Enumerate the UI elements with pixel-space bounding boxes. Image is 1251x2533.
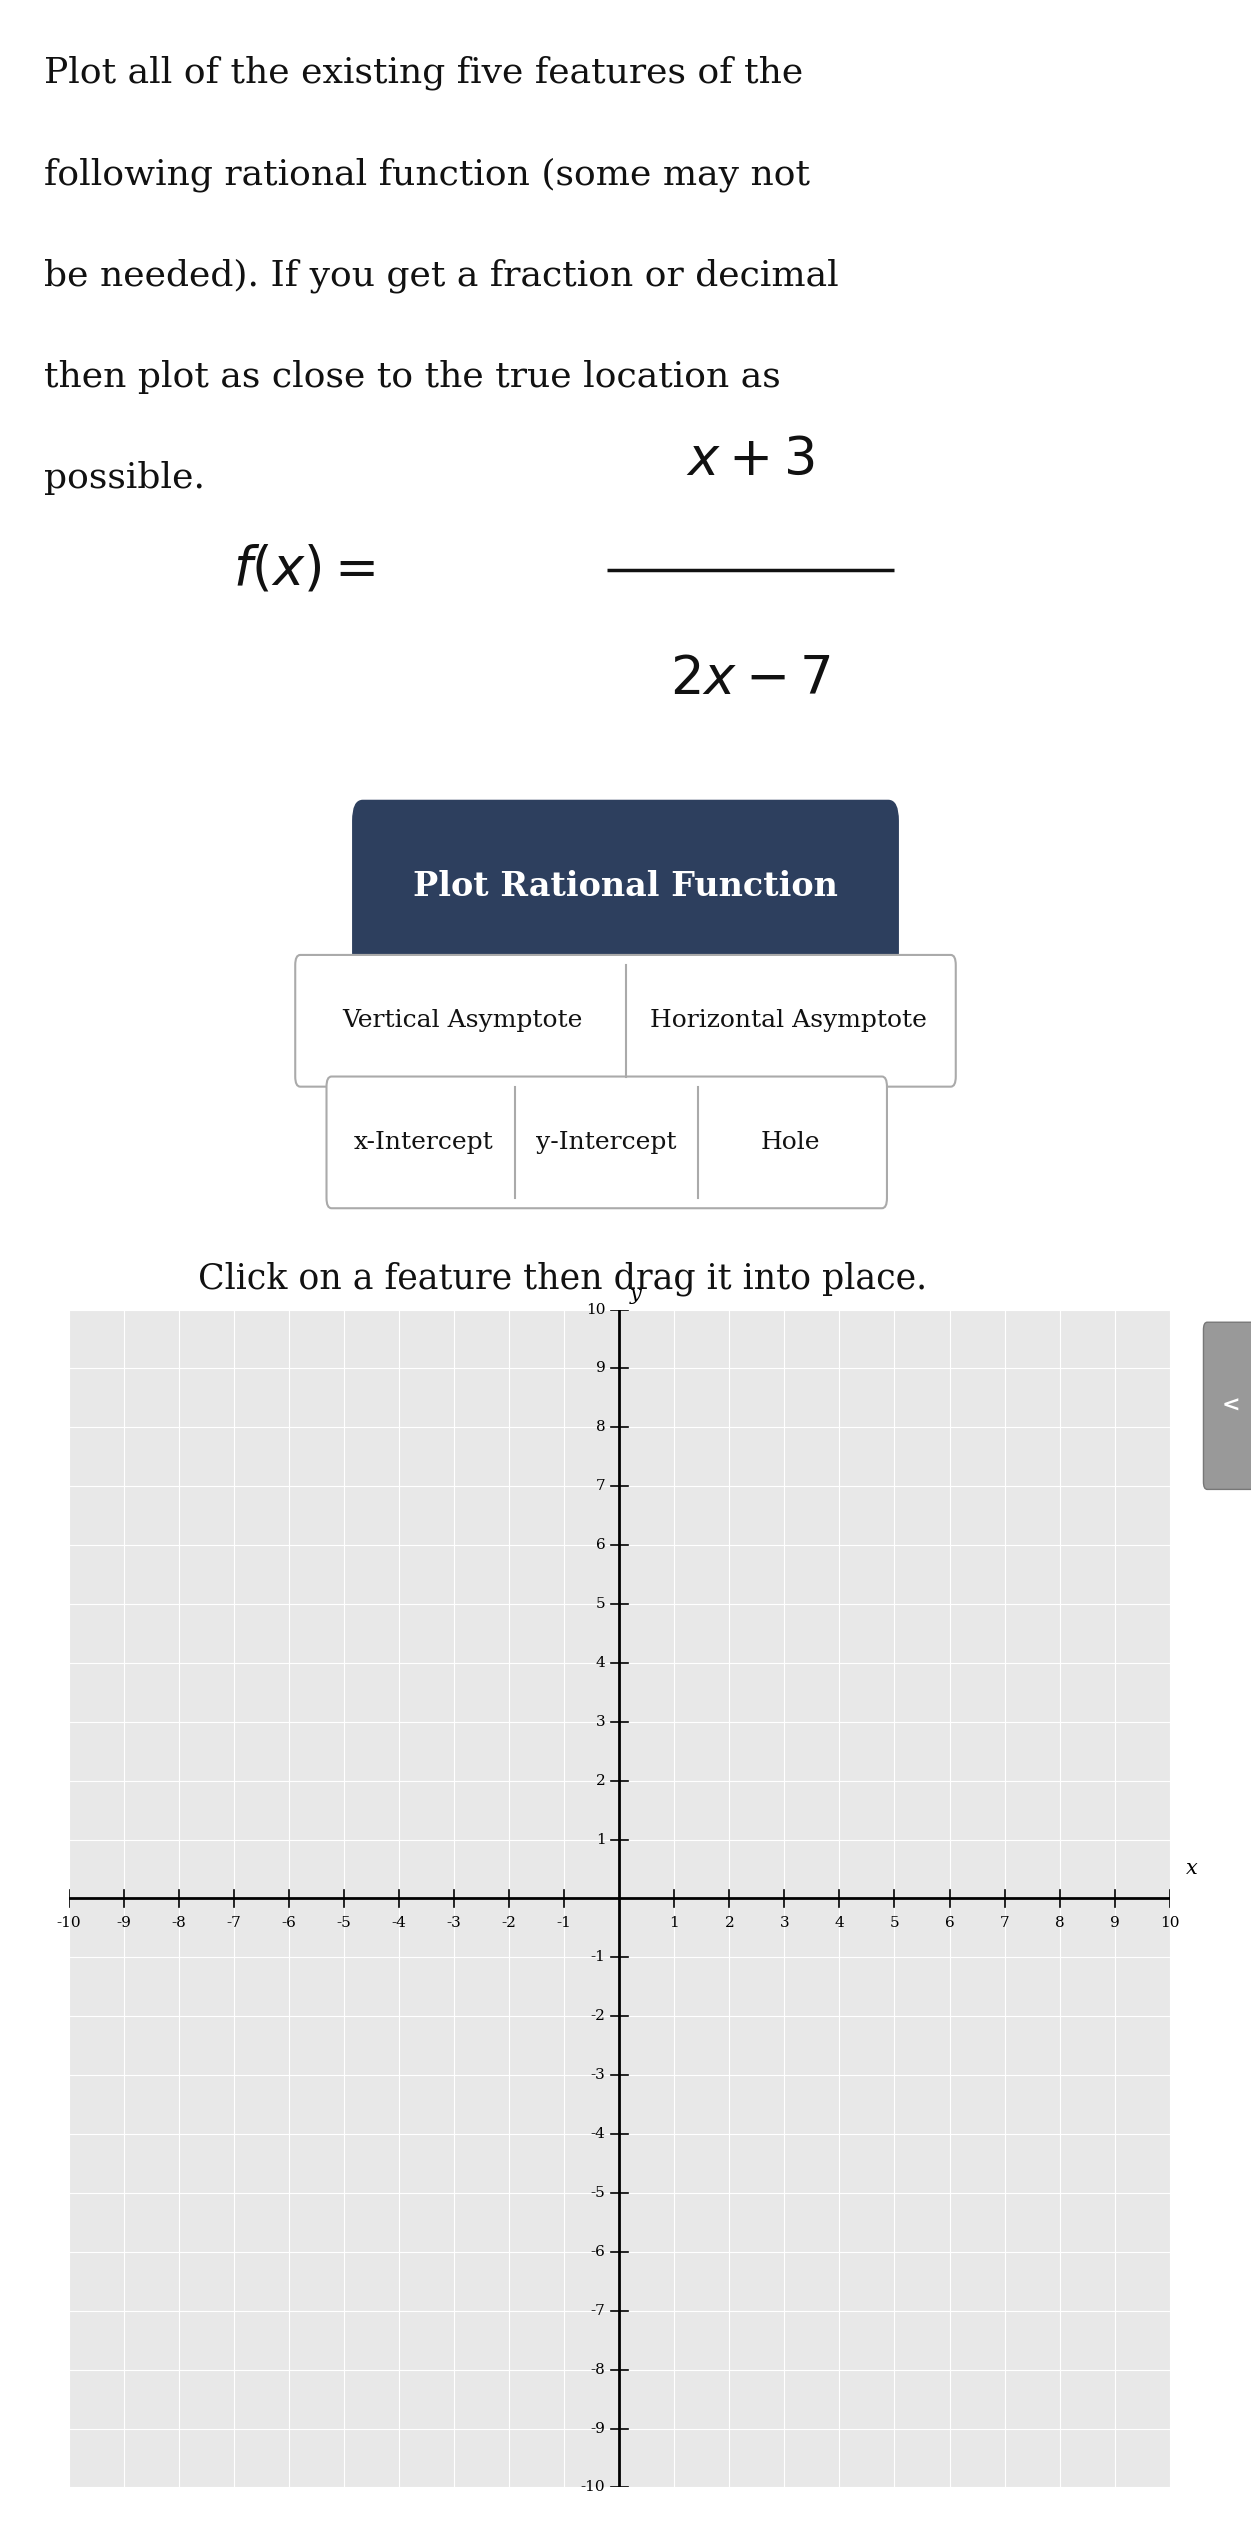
Text: y: y: [631, 1284, 642, 1304]
Text: y-Intercept: y-Intercept: [537, 1130, 677, 1155]
Text: Click on a feature then drag it into place.: Click on a feature then drag it into pla…: [199, 1261, 927, 1297]
Text: -1: -1: [557, 1915, 572, 1930]
Text: 4: 4: [595, 1657, 605, 1669]
FancyBboxPatch shape: [353, 800, 898, 973]
Text: following rational function (some may not: following rational function (some may no…: [44, 157, 809, 193]
Text: 10: 10: [1160, 1915, 1180, 1930]
Text: Horizontal Asymptote: Horizontal Asymptote: [649, 1008, 927, 1033]
Text: 1: 1: [669, 1915, 679, 1930]
FancyBboxPatch shape: [295, 955, 956, 1087]
Text: -10: -10: [580, 2480, 605, 2495]
Text: then plot as close to the true location as: then plot as close to the true location …: [44, 360, 781, 393]
Text: Plot all of the existing five features of the: Plot all of the existing five features o…: [44, 56, 803, 91]
Text: -7: -7: [590, 2302, 605, 2318]
Text: 9: 9: [1110, 1915, 1120, 1930]
Text: $2x - 7$: $2x - 7$: [671, 654, 831, 704]
Text: 5: 5: [595, 1596, 605, 1611]
Text: x-Intercept: x-Intercept: [353, 1130, 493, 1155]
Text: 10: 10: [585, 1302, 605, 1317]
Text: $f(x) =$: $f(x) =$: [234, 545, 375, 595]
Text: -3: -3: [447, 1915, 462, 1930]
Text: -5: -5: [337, 1915, 352, 1930]
Text: possible.: possible.: [44, 461, 205, 494]
Text: -8: -8: [590, 2363, 605, 2376]
Text: -4: -4: [590, 2128, 605, 2140]
Text: 3: 3: [779, 1915, 789, 1930]
Text: -5: -5: [590, 2186, 605, 2201]
Text: Hole: Hole: [761, 1130, 819, 1155]
Text: -4: -4: [392, 1915, 407, 1930]
Text: -2: -2: [502, 1915, 517, 1930]
Text: 9: 9: [595, 1360, 605, 1375]
Text: be needed). If you get a fraction or decimal: be needed). If you get a fraction or dec…: [44, 258, 838, 294]
Text: x: x: [1186, 1859, 1198, 1877]
Text: $x + 3$: $x + 3$: [687, 436, 814, 486]
Text: -1: -1: [590, 1950, 605, 1966]
Text: 7: 7: [595, 1479, 605, 1494]
Text: -7: -7: [226, 1915, 241, 1930]
Text: 8: 8: [1055, 1915, 1065, 1930]
Text: 8: 8: [595, 1421, 605, 1434]
Text: -9: -9: [590, 2422, 605, 2437]
Text: Plot Rational Function: Plot Rational Function: [413, 869, 838, 904]
Text: -9: -9: [116, 1915, 131, 1930]
Text: 1: 1: [595, 1831, 605, 1847]
FancyBboxPatch shape: [1203, 1322, 1251, 1489]
Text: 7: 7: [1000, 1915, 1010, 1930]
Text: 4: 4: [834, 1915, 844, 1930]
Text: -6: -6: [281, 1915, 296, 1930]
Text: -10: -10: [56, 1915, 81, 1930]
Text: 2: 2: [724, 1915, 734, 1930]
Text: 6: 6: [595, 1538, 605, 1553]
Text: -6: -6: [590, 2244, 605, 2259]
Text: -3: -3: [590, 2067, 605, 2082]
Text: -2: -2: [590, 2009, 605, 2024]
FancyBboxPatch shape: [327, 1077, 887, 1208]
Text: -8: -8: [171, 1915, 186, 1930]
Text: <: <: [1222, 1396, 1240, 1416]
Text: 6: 6: [945, 1915, 955, 1930]
Text: 5: 5: [889, 1915, 899, 1930]
Text: 3: 3: [595, 1715, 605, 1730]
Text: Vertical Asymptote: Vertical Asymptote: [343, 1008, 583, 1033]
Text: 2: 2: [595, 1773, 605, 1788]
